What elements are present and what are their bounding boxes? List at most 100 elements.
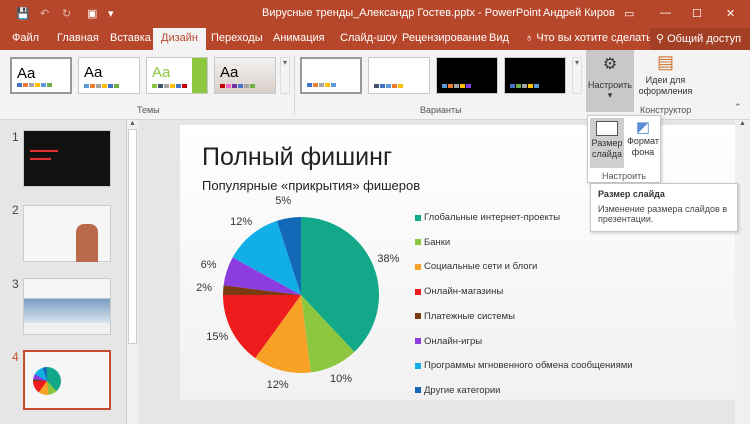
ribbon-tabs: Файл Главная Вставка Дизайн Переходы Ани… (0, 28, 750, 50)
collapse-ribbon-icon[interactable]: ⌃ (734, 102, 742, 112)
legend-swatch (415, 239, 421, 246)
design-ideas-button[interactable]: ▤ Идеи для оформления (638, 52, 693, 97)
maximize-icon[interactable]: ☐ (692, 8, 702, 20)
slide-scrollbar[interactable]: ▲ (735, 120, 750, 424)
tooltip: Размер слайда Изменение размера слайдов … (590, 183, 738, 232)
ribbon-display-icon[interactable]: ▭ (624, 8, 635, 20)
variant-4[interactable] (504, 57, 566, 94)
theme-2[interactable]: Aa (78, 57, 140, 94)
scroll-thumb[interactable] (128, 129, 137, 344)
pie-slice-5[interactable] (223, 285, 301, 295)
theme-4[interactable]: Aa (214, 57, 276, 94)
pie-slice-1[interactable] (301, 217, 379, 352)
title-bar: 💾 ↶ ↻ ▣ ▾ Вирусные тренды_Александр Гост… (0, 0, 750, 28)
slide-size-icon (596, 121, 618, 136)
pie-slice-8[interactable] (276, 217, 301, 295)
customize-icon: ⚙ (602, 56, 618, 73)
redo-icon[interactable]: ↻ (62, 8, 72, 20)
minimize-icon[interactable]: — (660, 7, 671, 19)
data-label: 12% (230, 215, 253, 228)
slide-thumbnail-1[interactable]: ▬▬▬▬ ▬▬▬ (23, 130, 111, 187)
save-icon[interactable]: 💾 (16, 8, 30, 20)
ribbon: Aa Aa Aa Aa ▾ Темы ▾ Варианты ⚙ Настроить… (0, 50, 750, 120)
legend-label: Программы мгновенного обмена сообщениями (424, 360, 633, 372)
pie-slice-4[interactable] (223, 295, 301, 359)
slide-number: 4 (12, 350, 19, 364)
theme-preview-text: Aa (152, 64, 171, 81)
pie-slice-2[interactable] (301, 295, 355, 373)
undo-icon[interactable]: ↶ (40, 8, 50, 20)
thumbnail-title-decor: ▬▬▬▬ ▬▬▬ (30, 147, 58, 162)
legend-item: Банки (415, 237, 450, 248)
design-ideas-label: Идеи для оформления (638, 75, 693, 96)
tab-view[interactable]: Вид (489, 32, 509, 44)
data-label: 10% (330, 373, 353, 386)
legend-swatch (415, 362, 421, 369)
person-icon: ⚲ (656, 33, 665, 45)
variants-group-label: Варианты (420, 105, 462, 115)
format-background-icon: ◩ (635, 119, 651, 136)
legend-label: Глобальные интернет-проекты (424, 212, 561, 223)
slide-number: 3 (12, 277, 19, 291)
pie-slice-3[interactable] (255, 295, 311, 373)
slide-thumbnail-4[interactable] (23, 350, 111, 410)
legend-label: Банки (424, 236, 451, 248)
tab-file[interactable]: Файл (12, 32, 40, 44)
legend-label: Платежные системы (424, 310, 515, 322)
tab-design[interactable]: Дизайн (153, 28, 206, 50)
slide-title[interactable]: Полный фишинг (202, 143, 393, 171)
tab-slideshow[interactable]: Слайд-шоу (340, 32, 398, 44)
legend-item: Социальные сети и блоги (415, 261, 537, 272)
legend-item: Онлайн-игры (415, 336, 482, 347)
tab-animations[interactable]: Анимация (273, 32, 325, 44)
design-ideas-icon: ▤ (656, 52, 674, 72)
format-background-button[interactable]: ◩ Формат фона (626, 118, 660, 168)
tab-insert[interactable]: Вставка (110, 32, 151, 44)
window-title: Вирусные тренды_Александр Гостев.pptx - … (262, 7, 541, 19)
tell-me-search[interactable]: ♁ Что вы хотите сделать? (525, 32, 658, 44)
theme-3[interactable]: Aa (146, 57, 208, 94)
variants-more-button[interactable]: ▾ (572, 57, 582, 94)
present-icon[interactable]: ▣ (87, 8, 98, 20)
pie-chart[interactable] (180, 125, 750, 400)
legend-item: Онлайн-магазины (415, 286, 503, 297)
customize-button[interactable]: ⚙ Настроить ▾ (586, 50, 634, 112)
legend-label: Другие категории (424, 384, 501, 396)
legend-swatch (415, 288, 421, 295)
data-label: 5% (275, 195, 292, 208)
variant-1[interactable] (300, 57, 362, 94)
tab-review[interactable]: Рецензирование (402, 32, 487, 44)
variant-2[interactable] (368, 57, 430, 94)
tab-home[interactable]: Главная (57, 32, 99, 44)
customize-qat-icon[interactable]: ▾ (108, 8, 114, 20)
tooltip-body: Изменение размера слайдов в презентации. (598, 204, 728, 224)
close-icon[interactable]: ✕ (726, 8, 736, 20)
themes-more-button[interactable]: ▾ (280, 57, 290, 94)
pie-slice-7[interactable] (232, 220, 301, 295)
pie-slice-6[interactable] (223, 257, 301, 295)
data-label: 12% (266, 379, 289, 392)
legend-label: Онлайн-игры (424, 335, 483, 347)
themes-group-label: Темы (137, 105, 160, 115)
slide-thumbnails-pane: 1 ▬▬▬▬ ▬▬▬ 2 3 4 (0, 120, 125, 424)
data-label: 6% (200, 258, 217, 271)
slide-subtitle[interactable]: Популярные «прикрытия» фишеров (202, 178, 421, 193)
theme-preview-text: Aa (84, 64, 103, 81)
customize-dropdown: Размер слайда ◩ Формат фона Настроить (587, 115, 661, 183)
legend-swatch (415, 338, 421, 344)
legend-item: Программы мгновенного обмена сообщениями (415, 360, 633, 371)
share-button[interactable]: ⚲ Общий доступ (650, 28, 750, 50)
tab-transitions[interactable]: Переходы (211, 32, 263, 44)
data-label: 2% (196, 282, 213, 295)
variant-3[interactable] (436, 57, 498, 94)
thumbnails-scrollbar[interactable]: ▲ (126, 120, 138, 424)
legend-swatch (415, 214, 421, 221)
customize-group-label: Настроить (602, 171, 646, 181)
slide-size-button[interactable]: Размер слайда (590, 118, 624, 168)
user-name[interactable]: Андрей Киров (543, 7, 615, 19)
theme-office[interactable]: Aa (10, 57, 72, 94)
slide-thumbnail-3[interactable] (23, 278, 111, 335)
legend-swatch (415, 313, 421, 320)
theme-preview-text: Aa (17, 65, 36, 82)
slide-thumbnail-2[interactable] (23, 205, 111, 262)
